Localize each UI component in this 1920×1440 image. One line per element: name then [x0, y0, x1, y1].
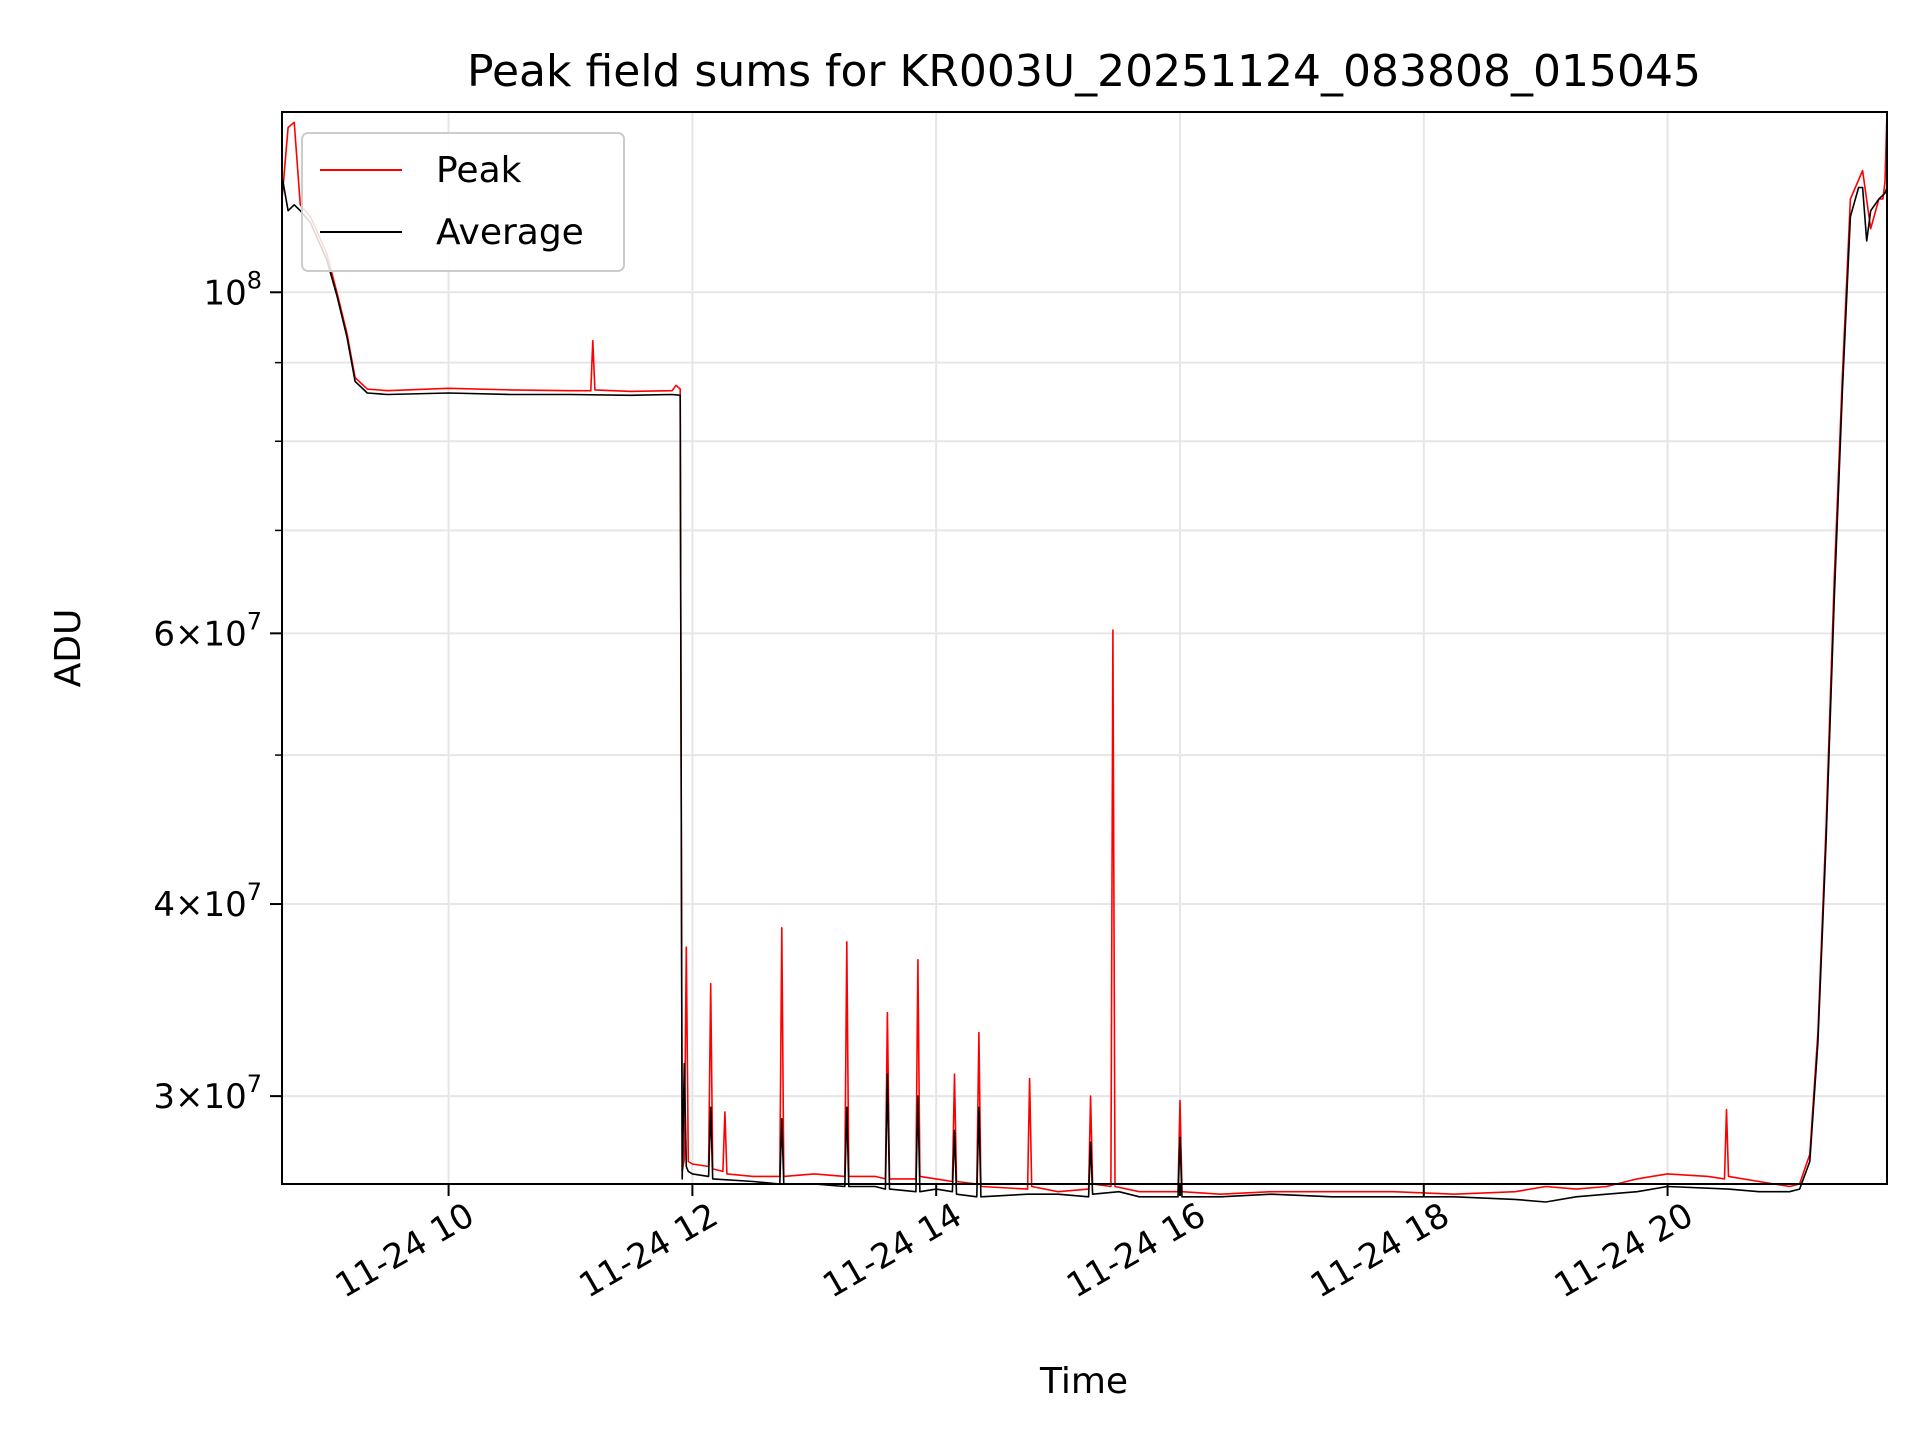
legend: Peak Average: [301, 132, 625, 272]
plot-frame: [281, 111, 1888, 1185]
y-tick-label: 3×107: [153, 1070, 262, 1117]
y-tick-label: 108: [203, 266, 262, 313]
y-tick-label: 4×107: [153, 878, 262, 925]
series-line-peak: [281, 111, 1888, 1195]
x-axis-label: Time: [1039, 1361, 1128, 1402]
legend-label-peak: Peak: [436, 150, 522, 191]
y-tick-label: 6×107: [153, 607, 262, 654]
y-axis-label: ADU: [48, 609, 89, 688]
legend-label-average: Average: [436, 212, 584, 253]
grid: [282, 112, 1887, 1184]
series-line-average: [281, 175, 1888, 1203]
chart-title: Peak field sums for KR003U_20251124_0838…: [467, 46, 1701, 97]
series-layer: [281, 111, 1888, 1203]
legend-box: [301, 132, 625, 272]
